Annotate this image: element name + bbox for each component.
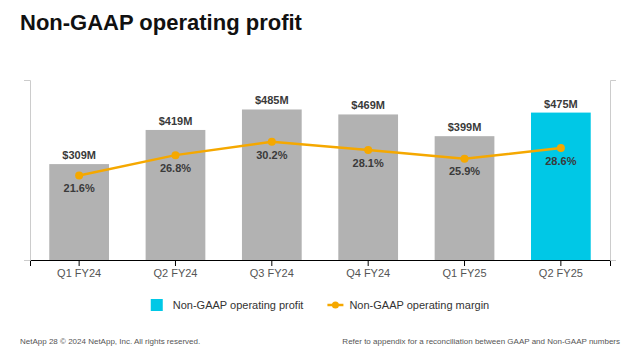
legend-item: Non-GAAP operating margin: [327, 299, 489, 311]
line-label: 28.1%: [353, 157, 384, 169]
y-axis: [24, 81, 31, 261]
y-axis-line: [24, 81, 31, 261]
marker: [75, 171, 83, 179]
x-tick-label: Q1 FY24: [57, 267, 101, 279]
x-tick-mark: [79, 260, 80, 266]
bar: [242, 109, 302, 260]
line-label: 26.8%: [160, 162, 191, 174]
line: [79, 142, 561, 176]
x-tick-label: Q2 FY25: [539, 267, 583, 279]
x-tick-label: Q1 FY25: [443, 267, 487, 279]
y2-axis-line: [611, 81, 617, 261]
x-tick-label: Q4 FY24: [346, 267, 390, 279]
x-axis-line: [31, 261, 611, 267]
marks: [49, 109, 590, 260]
data-labels: $309M $419M $485M $469M $399M $475M 21.6% 26.8%…: [62, 94, 577, 194]
legend-swatch: [151, 299, 163, 311]
marker: [557, 144, 565, 152]
x-tick-mark: [368, 260, 369, 266]
line-label: 25.9%: [449, 165, 480, 177]
legend: Non-GAAP operating profit Non-GAAP operat…: [151, 299, 489, 311]
x-tick: Q3 FY24: [250, 260, 294, 279]
marker: [171, 151, 179, 159]
x-axis: Q1 FY24 Q2 FY24 Q3 FY24 Q4 FY24 Q1 FY25 Q2 FY…: [31, 260, 611, 279]
bar: [338, 114, 398, 260]
footer: Refer to appendix for a reconciliation b…: [342, 337, 620, 346]
x-tick-mark: [271, 260, 272, 266]
x-tick-label: Q2 FY24: [153, 267, 197, 279]
bar-label: $485M: [255, 94, 289, 106]
bar: [49, 164, 109, 260]
chart: Non-GAAP operating profit $309M $419M $485M…: [0, 0, 640, 352]
x-tick: Q2 FY24: [153, 260, 197, 279]
line-label: 28.6%: [545, 155, 576, 167]
line-label: 21.6%: [64, 182, 95, 194]
line-label: 30.2%: [256, 149, 287, 161]
title: Non-GAAP operating profit: [20, 10, 303, 35]
bar: [435, 136, 495, 260]
bar-label: $309M: [62, 149, 96, 161]
y2-axis: [611, 81, 617, 261]
marker: [364, 146, 372, 154]
bar-label: $469M: [351, 99, 385, 111]
bar: [146, 130, 206, 260]
x-tick-mark: [560, 260, 561, 266]
x-tick: Q1 FY24: [57, 260, 101, 279]
marker: [461, 155, 469, 163]
plot: $309M $419M $485M $469M $399M $475M 21.6% 26.8%…: [24, 81, 616, 279]
footer: NetApp 28 © 2024 NetApp, Inc. All rights…: [20, 337, 200, 346]
x-tick: Q1 FY25: [443, 260, 487, 279]
legend-label: Non-GAAP operating profit: [173, 299, 304, 311]
legend-marker: [332, 302, 339, 309]
marker: [268, 138, 276, 146]
bar: [531, 113, 591, 260]
x-tick: Q2 FY25: [539, 260, 583, 279]
x-tick: Q4 FY24: [346, 260, 390, 279]
legend-label: Non-GAAP operating margin: [349, 299, 489, 311]
x-tick-mark: [464, 260, 465, 266]
bar-label: $419M: [159, 115, 193, 127]
bar-label: $399M: [448, 121, 482, 133]
x-tick-mark: [175, 260, 176, 266]
bar-label: $475M: [544, 98, 578, 110]
legend-item: Non-GAAP operating profit: [151, 299, 304, 311]
x-tick-label: Q3 FY24: [250, 267, 294, 279]
